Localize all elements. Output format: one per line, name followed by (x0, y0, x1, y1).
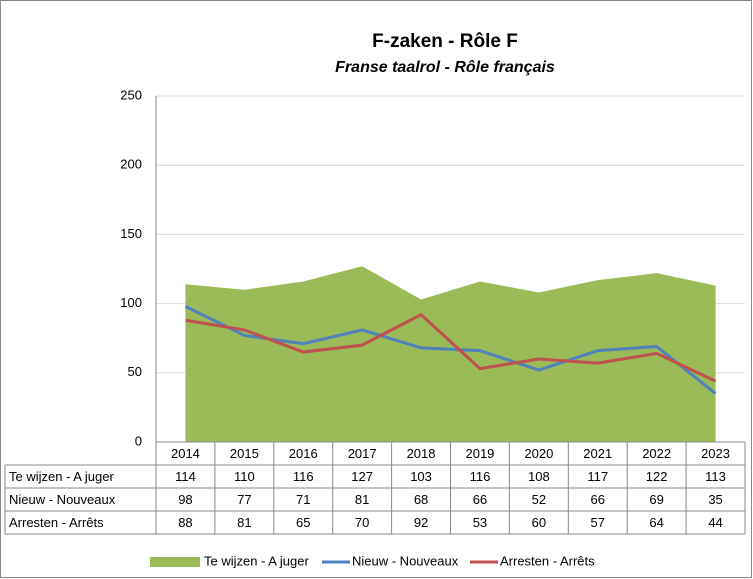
table-row-label: Nieuw - Nouveaux (9, 492, 116, 507)
table-cell: 127 (351, 469, 373, 484)
legend-swatch (150, 557, 200, 567)
table-row-label: Te wijzen - A juger (9, 469, 114, 484)
table-cell: 44 (708, 515, 722, 530)
y-tick-label: 50 (128, 364, 142, 379)
x-tick-label: 2018 (407, 446, 436, 461)
table-cell: 113 (705, 469, 726, 484)
y-tick-label: 200 (120, 157, 142, 172)
x-tick-label: 2017 (348, 446, 377, 461)
table-cell: 122 (646, 469, 668, 484)
legend-label: Te wijzen - A juger (204, 553, 309, 568)
table-cell: 117 (587, 469, 608, 484)
x-tick-label: 2016 (289, 446, 318, 461)
table-cell: 64 (649, 515, 663, 530)
x-tick-label: 2022 (642, 446, 671, 461)
table-cell: 103 (410, 469, 432, 484)
table-cell: 70 (355, 515, 369, 530)
chart-title: F-zaken - Rôle F (372, 31, 518, 52)
table-cell: 69 (649, 492, 663, 507)
table-cell: 116 (293, 469, 314, 484)
table-cell: 92 (414, 515, 428, 530)
table-cell: 81 (237, 515, 251, 530)
table-cell: 71 (296, 492, 310, 507)
legend-label: Nieuw - Nouveaux (352, 553, 459, 568)
table-cell: 65 (296, 515, 310, 530)
chart-subtitle: Franse taalrol - Rôle français (335, 59, 555, 76)
table-cell: 66 (473, 492, 487, 507)
line (185, 312, 717, 383)
x-tick-label: 2021 (583, 446, 612, 461)
y-tick-label: 150 (120, 226, 142, 241)
x-tick-label: 2015 (230, 446, 259, 461)
table-cell: 88 (178, 515, 192, 530)
x-tick-label: 2020 (524, 446, 553, 461)
table-cell: 66 (591, 492, 605, 507)
table-cell: 53 (473, 515, 487, 530)
table-cell: 98 (178, 492, 192, 507)
x-tick-label: 2023 (701, 446, 730, 461)
x-tick-label: 2014 (171, 446, 200, 461)
y-tick-label: 0 (135, 433, 142, 448)
table-cell: 110 (234, 469, 255, 484)
table-cell: 35 (708, 492, 722, 507)
table-cell: 60 (532, 515, 546, 530)
table-cell: 57 (591, 515, 605, 530)
table-cell: 52 (532, 492, 546, 507)
table-cell: 108 (528, 469, 550, 484)
y-tick-label: 100 (120, 295, 142, 310)
legend-label: Arresten - Arrêts (500, 553, 595, 568)
table-cell: 77 (237, 492, 251, 507)
table-cell: 116 (470, 469, 491, 484)
table-cell: 114 (175, 469, 196, 484)
table-cell: 81 (355, 492, 369, 507)
area (185, 266, 716, 442)
y-tick-label: 250 (120, 87, 142, 102)
table-cell: 68 (414, 492, 428, 507)
x-tick-label: 2019 (465, 446, 494, 461)
table-row-label: Arresten - Arrêts (9, 515, 104, 530)
